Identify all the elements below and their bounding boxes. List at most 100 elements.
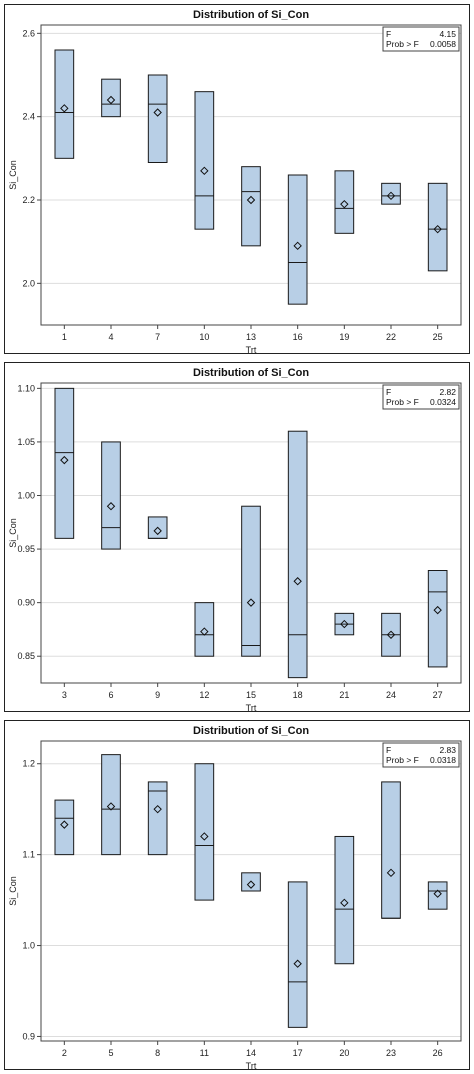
x-axis-label: Trt [246, 703, 257, 713]
mean-marker [200, 627, 209, 636]
mean-marker [60, 820, 69, 829]
mean-marker [106, 95, 116, 105]
x-tick-label: 4 [108, 332, 113, 342]
chart-title: Distribution of Si_Con [193, 367, 309, 379]
y-tick-label: 0.90 [17, 598, 35, 608]
box-range [147, 74, 168, 163]
y-tick-label: 2.0 [22, 278, 35, 288]
mean-marker [153, 526, 162, 536]
box-range [427, 881, 448, 910]
y-axis-label: Si_Con [8, 518, 18, 548]
x-tick-label: 17 [293, 1048, 303, 1058]
mean-marker [386, 868, 396, 878]
chart-panel-3: Distribution of Si_Con 0.9 1.0 1.1 1.2 Si_Con… [4, 720, 470, 1071]
mean-marker [433, 889, 442, 898]
y-axis-label: Si_Con [8, 876, 18, 906]
mean-marker [433, 224, 442, 234]
x-tick-label: 3 [62, 690, 67, 700]
x-axis-label: Trt [246, 345, 257, 355]
mean-marker [246, 598, 256, 607]
x-tick-label: 2 [62, 1048, 67, 1058]
stat-p-value: 0.0318 [430, 755, 456, 765]
x-tick-label: 5 [108, 1048, 113, 1058]
box-range [287, 881, 308, 1028]
box-range [287, 430, 308, 679]
y-tick-label: 1.1 [22, 850, 35, 860]
stat-f-value: 2.82 [439, 387, 456, 397]
mean-marker [340, 619, 349, 629]
y-tick-label: 0.85 [17, 651, 35, 661]
x-tick-label: 23 [386, 1048, 396, 1058]
x-tick-label: 15 [246, 690, 256, 700]
mean-marker [340, 898, 349, 908]
box-range [241, 505, 261, 657]
stats-box [382, 742, 460, 768]
mean-marker [200, 166, 209, 176]
x-tick-label: 22 [386, 332, 396, 342]
mean-marker [200, 832, 209, 841]
chart-title: Distribution of Si_Con [193, 725, 309, 737]
x-tick-label: 19 [339, 332, 349, 342]
chart-svg-3: Distribution of Si_Con 0.9 1.0 1.1 1.2 Si_Con… [8, 725, 462, 1071]
stat-f-label: F [386, 387, 391, 397]
x-tick-label: 26 [433, 1048, 443, 1058]
x-tick-label: 7 [155, 332, 160, 342]
x-tick-label: 18 [293, 690, 303, 700]
box-range [101, 754, 121, 856]
box-range [334, 170, 355, 234]
x-tick-label: 27 [433, 690, 443, 700]
y-tick-label: 1.00 [17, 491, 35, 501]
box-range [54, 799, 75, 856]
box-range [427, 182, 448, 272]
y-tick-label: 1.05 [17, 437, 35, 447]
mean-marker [153, 804, 162, 814]
y-axis-label: Si_Con [8, 160, 18, 190]
stat-p-label: Prob > F [386, 397, 419, 407]
chart-title: Distribution of Si_Con [193, 9, 309, 21]
mean-marker [386, 630, 396, 639]
x-tick-label: 10 [199, 332, 209, 342]
x-tick-label: 12 [199, 690, 209, 700]
stat-f-value: 4.15 [439, 29, 456, 39]
x-tick-label: 1 [62, 332, 67, 342]
mean-marker [246, 195, 256, 205]
mean-marker [386, 191, 396, 201]
x-tick-label: 6 [108, 690, 113, 700]
mean-marker [106, 802, 116, 811]
x-tick-label: 16 [293, 332, 303, 342]
y-tick-label: 1.0 [22, 941, 35, 951]
chart-panel-1: Distribution of Si_Con 2.0 2.2 2.4 2.6 Si_Con… [4, 4, 470, 355]
box-range [101, 441, 121, 550]
x-tick-label: 20 [339, 1048, 349, 1058]
x-tick-label: 9 [155, 690, 160, 700]
stat-p-label: Prob > F [386, 755, 419, 765]
mean-marker [60, 455, 69, 465]
box-range [241, 166, 261, 247]
x-tick-label: 8 [155, 1048, 160, 1058]
y-tick-label: 0.95 [17, 544, 35, 554]
box-range [101, 78, 121, 118]
y-tick-label: 2.6 [22, 28, 35, 38]
y-tick-label: 0.9 [22, 1031, 35, 1041]
mean-marker [293, 959, 302, 968]
mean-marker [293, 577, 302, 586]
box-range [194, 763, 215, 901]
box-range [194, 91, 215, 230]
mean-marker [246, 880, 256, 889]
stat-f-label: F [386, 745, 391, 755]
x-tick-label: 11 [200, 1048, 209, 1058]
box-range [147, 781, 168, 856]
stats-box [382, 26, 460, 52]
box-range [427, 570, 448, 668]
box-range [287, 174, 308, 305]
x-tick-label: 24 [386, 690, 396, 700]
y-tick-label: 2.4 [22, 112, 35, 122]
mean-marker [340, 199, 349, 209]
x-axis-label: Trt [246, 1061, 257, 1071]
box-range [334, 835, 355, 965]
x-tick-label: 21 [339, 690, 349, 700]
stat-p-value: 0.0058 [430, 39, 456, 49]
x-tick-label: 13 [246, 332, 256, 342]
mean-marker [106, 502, 116, 511]
chart-panel-2: Distribution of Si_Con 0.85 0.90 0.95 1.00 1.… [4, 362, 470, 713]
